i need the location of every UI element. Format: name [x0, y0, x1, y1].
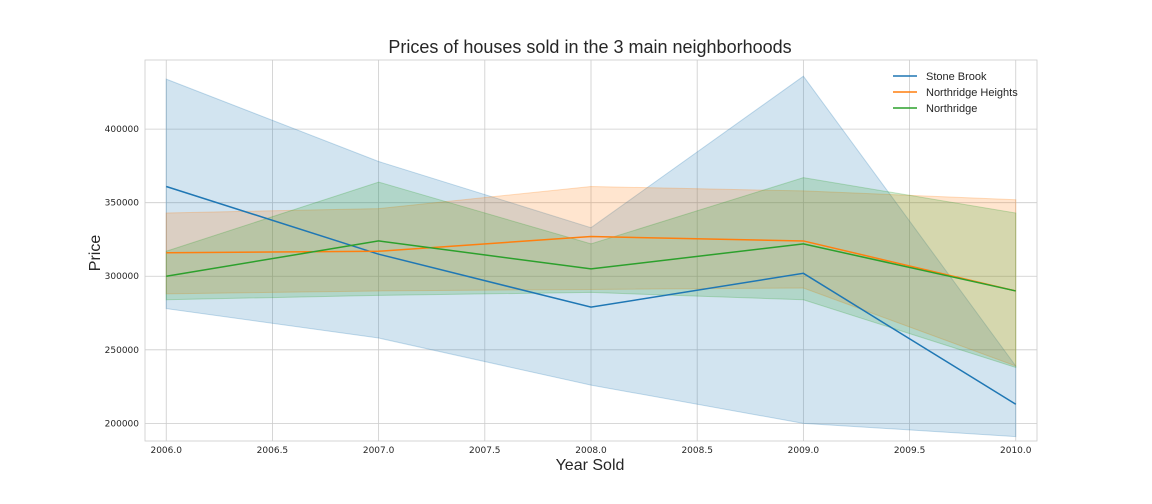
y-axis-label: Price [87, 235, 104, 272]
x-axis-label: Year Sold [556, 457, 625, 474]
x-tick-label: 2006.0 [150, 446, 182, 456]
plot-frame [144, 59, 1038, 442]
stone-brook-line [166, 185, 1017, 405]
y-ticks: 200000 250000 300000 350000 400000 [105, 125, 140, 429]
x-tick-label: 2008.0 [575, 446, 607, 456]
y-tick-label: 350000 [105, 199, 140, 209]
northridge-heights-confidence-band [165, 186, 1017, 367]
grid [145, 60, 1037, 441]
northridge-confidence-band [165, 177, 1017, 369]
northridge-heights-legend-label: Northridge Heights [926, 87, 1018, 99]
stone-brook-confidence-band [165, 75, 1017, 438]
x-tick-label: 2007.0 [363, 446, 395, 456]
legend: Stone Brook Northridge Heights Northridge [893, 71, 1018, 115]
chart-title: Prices of houses sold in the 3 main neig… [388, 37, 791, 57]
x-tick-label: 2008.5 [681, 446, 713, 456]
northridge-legend-label: Northridge [926, 103, 977, 115]
x-ticks: 2006.0 2006.5 2007.0 2007.5 2008.0 2008.5 2009… [150, 446, 1031, 456]
confidence-bands [165, 75, 1017, 438]
x-tick-label: 2006.5 [257, 446, 289, 456]
northridge-line [166, 240, 1016, 292]
y-tick-label: 400000 [105, 125, 140, 135]
y-tick-label: 300000 [105, 272, 140, 282]
x-tick-label: 2009.5 [894, 446, 926, 456]
x-tick-label: 2010.0 [1000, 446, 1032, 456]
northridge-heights-line [166, 235, 1016, 292]
y-tick-label: 200000 [105, 419, 140, 429]
x-tick-label: 2009.0 [788, 446, 820, 456]
x-tick-label: 2007.5 [469, 446, 501, 456]
y-tick-label: 250000 [105, 346, 140, 356]
stone-brook-legend-label: Stone Brook [926, 71, 987, 83]
series-lines [166, 185, 1017, 405]
